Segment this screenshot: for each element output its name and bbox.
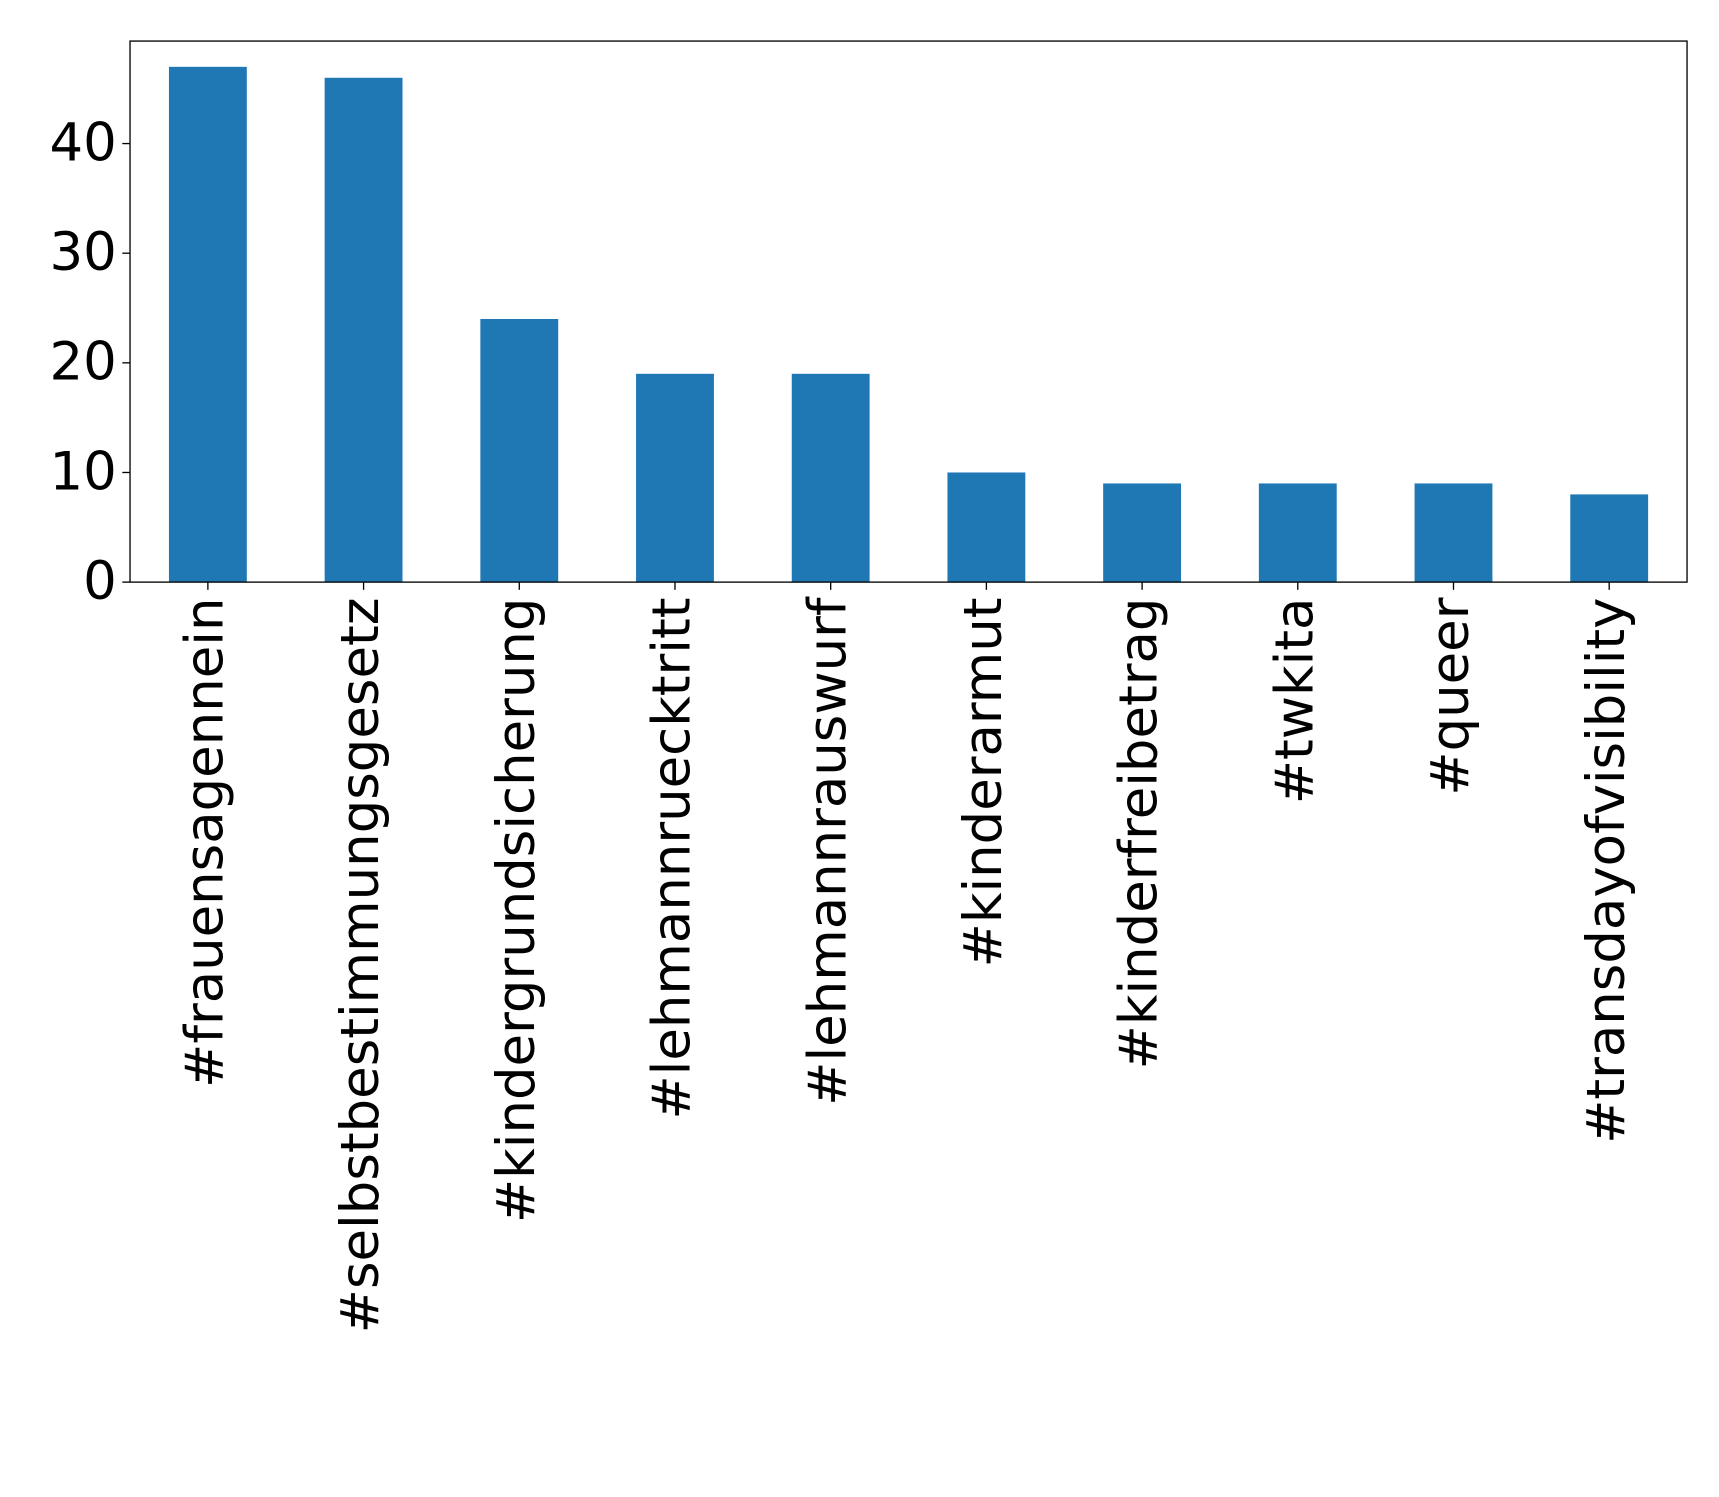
bar [168, 66, 247, 583]
bar [947, 472, 1026, 583]
bar [791, 373, 870, 583]
bar [1570, 494, 1649, 583]
x-tick-label: #kindergrundsicherung [486, 598, 547, 1224]
x-tick-label: #lehmannruecktritt [642, 598, 703, 1120]
bar [324, 77, 403, 583]
x-tick-label: #queer [1420, 597, 1481, 795]
y-tick-label: 20 [50, 332, 117, 393]
x-tick-label: #transdayofvisibility [1576, 598, 1637, 1144]
x-tick-label: #lehmannrauswurf [797, 596, 858, 1106]
x-tick-label: #twkita [1264, 598, 1325, 805]
bar [480, 318, 559, 583]
bar [1258, 483, 1337, 583]
y-tick-label: 10 [50, 441, 117, 502]
y-tick-label: 0 [83, 551, 117, 612]
plot-frame [129, 40, 1688, 583]
bar [1103, 483, 1182, 583]
x-tick-label: #selbstbestimmungsgesetz [330, 598, 391, 1334]
x-tick-label: #frauensagennein [175, 598, 236, 1088]
y-tick-label: 30 [50, 222, 117, 283]
y-tick-label: 40 [50, 112, 117, 173]
x-tick-label: #kinderarmut [953, 598, 1014, 968]
bar [1414, 483, 1493, 583]
bar [636, 373, 714, 583]
x-tick-label: #kinderfreibetrag [1109, 598, 1170, 1070]
